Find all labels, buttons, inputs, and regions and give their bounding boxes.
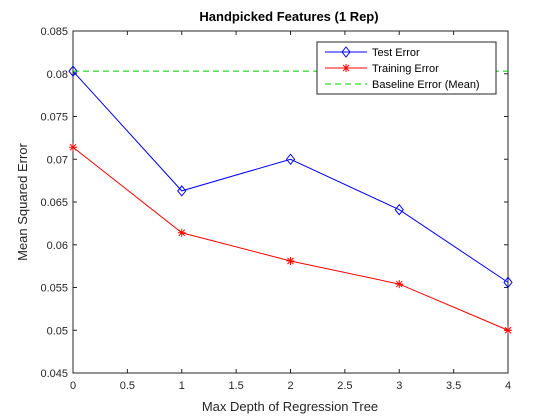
- training-error-point: [69, 143, 77, 152]
- legend-label: Test Error: [372, 47, 420, 59]
- y-tick-label: 0.08: [47, 69, 68, 81]
- x-tick-label: 1.5: [228, 380, 243, 392]
- training-error-point: [286, 256, 295, 265]
- x-tick-label: 4: [505, 380, 511, 392]
- y-tick-label: 0.05: [47, 325, 68, 337]
- test-error-point: [503, 276, 513, 289]
- y-tick-label: 0.085: [40, 26, 68, 38]
- x-tick-label: 0: [70, 380, 76, 392]
- y-axis: 0.045 0.05 0.055 0.06 0.065 0.07 0.075 0.08 0.08…: [40, 26, 508, 380]
- test-error-point: [394, 203, 404, 216]
- test-error-point: [68, 65, 78, 77]
- y-tick-label: 0.065: [40, 197, 68, 209]
- x-tick-label: 2: [287, 380, 293, 392]
- legend: Test Error Training Error Baseline Error (…: [316, 41, 497, 95]
- x-axis-title: Max Depth of Regression Tree: [202, 399, 378, 414]
- x-tick-label: 3.5: [446, 380, 461, 392]
- training-error-point: [395, 280, 404, 289]
- chart-title: Handpicked Features (1 Rep): [199, 9, 378, 24]
- x-axis: 0 0.5 1 1.5 2 2.5 3 3.5 4: [70, 31, 511, 392]
- x-tick-label: 1: [179, 380, 185, 392]
- y-tick-label: 0.045: [40, 368, 68, 380]
- legend-label: Baseline Error (Mean): [372, 79, 480, 91]
- legend-label: Training Error: [372, 63, 439, 75]
- test-error-point: [285, 153, 296, 166]
- legend-test-error-marker: [341, 46, 351, 58]
- x-tick-label: 2.5: [337, 380, 352, 392]
- legend-training-error-marker: [342, 64, 350, 72]
- y-tick-label: 0.07: [47, 154, 68, 166]
- test-error-point: [177, 185, 187, 197]
- y-tick-label: 0.075: [40, 112, 68, 124]
- y-axis-title: Mean Squared Error: [15, 142, 30, 260]
- test-error-line: [72, 70, 509, 283]
- training-error-point: [177, 228, 186, 237]
- x-tick-label: 0.5: [120, 380, 135, 392]
- y-tick-label: 0.06: [47, 240, 68, 252]
- training-error-point: [504, 326, 512, 335]
- y-tick-label: 0.055: [40, 283, 68, 295]
- x-tick-label: 3: [396, 380, 402, 392]
